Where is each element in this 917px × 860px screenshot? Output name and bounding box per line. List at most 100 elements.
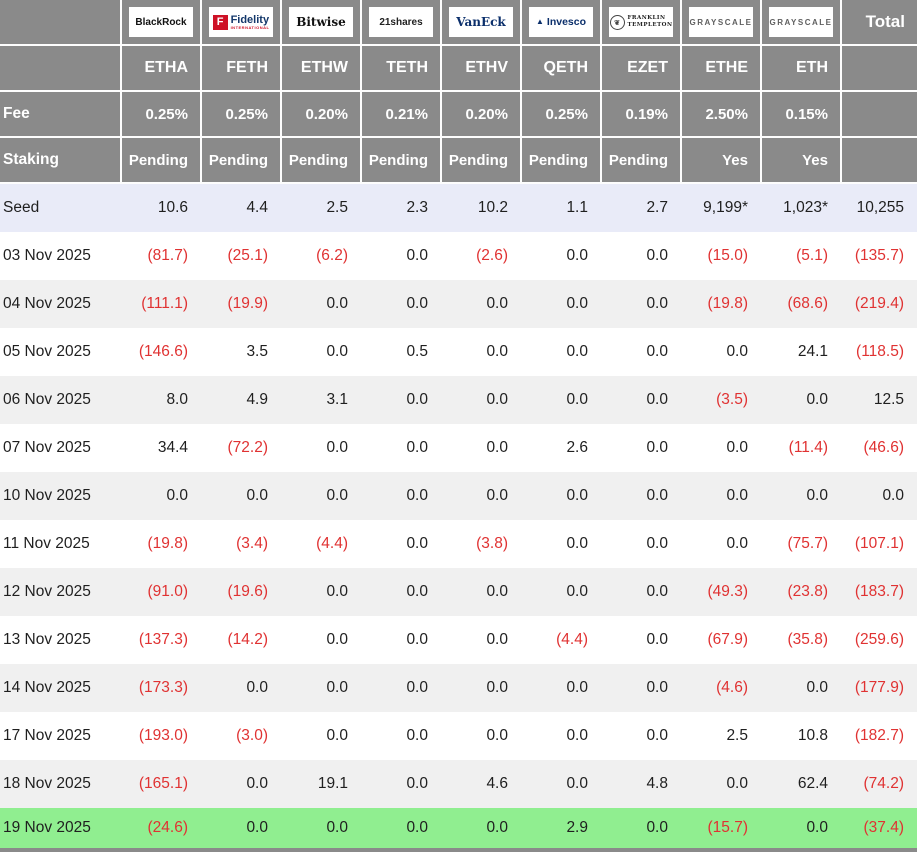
fee-cell: 0.15%: [760, 90, 842, 138]
date-cell: 06 Nov 2025: [0, 376, 121, 424]
provider-cell: 21shares: [360, 0, 442, 46]
value-cell: (19.6): [201, 568, 281, 616]
next-row-stub: [0, 848, 917, 852]
fee-row-label: Fee: [0, 90, 122, 138]
date-cell: 03 Nov 2025: [0, 232, 121, 280]
fee-cell: 0.25%: [120, 90, 202, 138]
ticker-cell: FETH: [200, 44, 282, 92]
value-cell: (146.6): [121, 328, 201, 376]
value-cell: 0.0: [521, 664, 601, 712]
value-cell: 2.6: [521, 424, 601, 472]
value-cell: (5.1): [761, 232, 841, 280]
value-cell: (15.0): [681, 232, 761, 280]
provider-name-line1: FRANKLIN: [627, 15, 666, 22]
value-cell: 0.0: [441, 328, 521, 376]
total-value-cell: (259.6): [841, 616, 917, 664]
value-cell: 0.0: [281, 616, 361, 664]
grayscale-logo: GRAYSCALE: [769, 7, 833, 37]
total-value-cell: (74.2): [841, 760, 917, 808]
value-cell: 0.0: [281, 568, 361, 616]
provider-name: Invesco: [546, 16, 587, 28]
value-cell: (15.7): [681, 808, 761, 848]
value-cell: (111.1): [121, 280, 201, 328]
fee-cell: 0.19%: [600, 90, 682, 138]
provider-name-line2: TEMPLETON: [627, 22, 673, 28]
value-cell: (6.2): [281, 232, 361, 280]
flow-row: 18 Nov 2025 (165.1) 0.0 19.1 0.0 4.6 0.0 4.8 0.0…: [0, 760, 917, 808]
flow-row: 13 Nov 2025 (137.3) (14.2) 0.0 0.0 0.0 (4.4) 0.…: [0, 616, 917, 664]
value-cell: 0.0: [361, 616, 441, 664]
value-cell: 0.0: [601, 472, 681, 520]
franklin-seal-icon: ❦: [609, 14, 625, 30]
value-cell: 0.0: [281, 328, 361, 376]
provider-name-text: Fidelity: [230, 13, 270, 26]
value-cell: (4.4): [521, 616, 601, 664]
value-cell: 0.0: [201, 664, 281, 712]
value-cell: 0.0: [761, 472, 841, 520]
value-cell: 0.0: [201, 760, 281, 808]
flow-row: 14 Nov 2025 (173.3) 0.0 0.0 0.0 0.0 0.0 0.0 (4.6…: [0, 664, 917, 712]
date-cell: 18 Nov 2025: [0, 760, 121, 808]
provider-name: BlackRock: [135, 16, 187, 28]
value-cell: 4.4: [201, 183, 281, 232]
21shares-logo: 21shares: [369, 7, 433, 37]
value-cell: 0.0: [681, 520, 761, 568]
blackrock-logo: BlackRock: [129, 7, 193, 37]
provider-cell: ❦ FRANKLIN TEMPLETON: [600, 0, 682, 46]
value-cell: 3.1: [281, 376, 361, 424]
value-cell: 3.5: [201, 328, 281, 376]
staking-cell: Pending: [120, 136, 202, 184]
bitwise-logo: Bitwise: [289, 7, 353, 37]
value-cell: (3.5): [681, 376, 761, 424]
value-cell: 4.9: [201, 376, 281, 424]
total-value-cell: (135.7): [841, 232, 917, 280]
value-cell: 0.0: [601, 280, 681, 328]
value-cell: 0.0: [761, 376, 841, 424]
invesco-mountain-icon: ▲: [535, 17, 544, 26]
value-cell: 0.0: [681, 424, 761, 472]
total-value-cell: (107.1): [841, 520, 917, 568]
value-cell: (25.1): [201, 232, 281, 280]
value-cell: (19.9): [201, 280, 281, 328]
value-cell: (11.4): [761, 424, 841, 472]
ticker-cell: QETH: [520, 44, 602, 92]
value-cell: 0.0: [521, 520, 601, 568]
total-value-cell: (46.6): [841, 424, 917, 472]
ticker-cell: TETH: [360, 44, 442, 92]
date-cell: 11 Nov 2025: [0, 520, 121, 568]
value-cell: (67.9): [681, 616, 761, 664]
provider-cell: BlackRock: [120, 0, 202, 46]
value-cell: 62.4: [761, 760, 841, 808]
value-cell: 0.0: [361, 760, 441, 808]
ticker-cell: EZET: [600, 44, 682, 92]
ticker-cell: ETHA: [120, 44, 202, 92]
value-cell: 0.0: [361, 232, 441, 280]
provider-name: GRAYSCALE: [689, 17, 753, 27]
total-value-cell: 10,255: [841, 183, 917, 232]
value-cell: 0.0: [441, 664, 521, 712]
date-cell: 04 Nov 2025: [0, 280, 121, 328]
table-body: Seed 10.6 4.4 2.5 2.3 10.2 1.1 2.7 9,199* 1,023* 1…: [0, 183, 917, 852]
fee-row: Fee 0.25% 0.25% 0.20% 0.21% 0.20% 0.25% 0.19% 2.…: [0, 90, 917, 138]
value-cell: 0.0: [601, 808, 681, 848]
value-cell: 2.5: [281, 183, 361, 232]
value-cell: (137.3): [121, 616, 201, 664]
table-head: BlackRock F Fidelity INTERNATIONAL Bitwise 21…: [0, 0, 917, 184]
flow-row: 17 Nov 2025 (193.0) (3.0) 0.0 0.0 0.0 0.0 0.0 2.…: [0, 712, 917, 760]
value-cell: (165.1): [121, 760, 201, 808]
total-ticker-cell: [840, 44, 917, 92]
total-value-cell: 0.0: [841, 472, 917, 520]
value-cell: 0.0: [441, 376, 521, 424]
value-cell: 4.6: [441, 760, 521, 808]
flow-row: 10 Nov 2025 0.0 0.0 0.0 0.0 0.0 0.0 0.0 0.0 0.0 0.…: [0, 472, 917, 520]
total-header-cell: Total: [840, 0, 917, 46]
provider-subtext: INTERNATIONAL: [230, 24, 270, 30]
provider-name: GRAYSCALE: [769, 17, 833, 27]
value-cell: 0.0: [281, 424, 361, 472]
value-cell: (24.6): [121, 808, 201, 848]
next-row-stub-cell: [0, 848, 917, 852]
value-cell: 0.0: [361, 472, 441, 520]
value-cell: 2.5: [681, 712, 761, 760]
provider-name: VanEck: [456, 15, 506, 29]
